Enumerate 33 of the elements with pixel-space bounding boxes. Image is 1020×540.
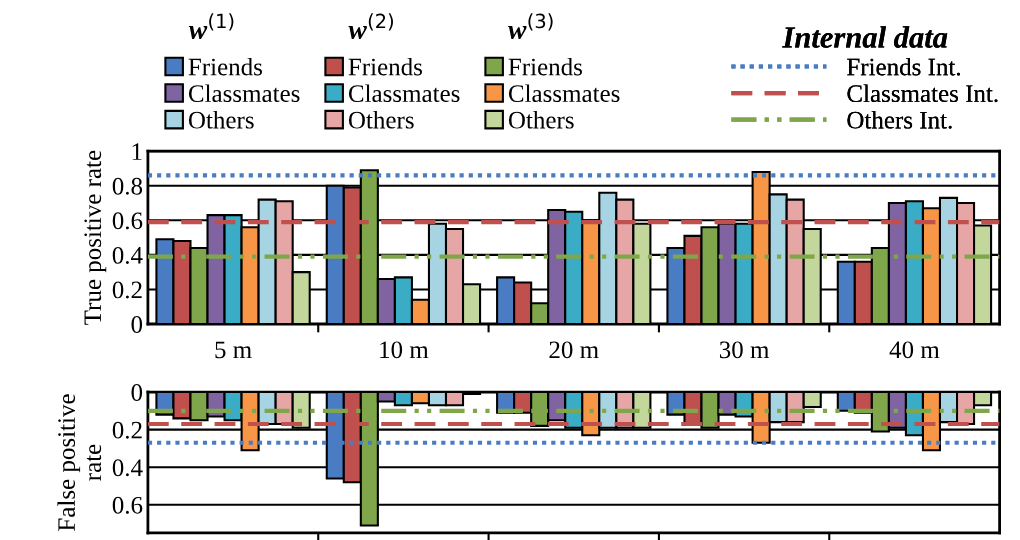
x-tick-label: 40 m — [889, 341, 940, 359]
y-tick-label: 0 — [131, 384, 143, 401]
legend-label: Friends — [508, 57, 582, 76]
legend-label: Others Int. — [847, 111, 952, 129]
x-tick-label: 5 m — [215, 341, 252, 359]
y-tick-label: 0.6 — [112, 496, 143, 514]
y-tick-label: 0.8 — [112, 177, 143, 195]
legend-title: Internal data — [782, 26, 948, 48]
y-tick-label: 0 — [131, 316, 143, 333]
y-tick-label: 0.2 — [112, 281, 142, 299]
legend-label: Others — [508, 111, 574, 129]
y-tick-label: 0.6 — [112, 212, 143, 230]
legend-label: Friends — [188, 57, 262, 76]
legend-label: Classmates — [508, 84, 620, 103]
legend-label: Classmates — [188, 84, 300, 103]
legend-label: Classmates — [348, 84, 460, 103]
y-tick-label: 0.4 — [112, 246, 143, 264]
y-axis-title: True positive rate — [84, 150, 107, 325]
x-tick-label: 10 m — [380, 341, 429, 359]
legend-label: Others — [348, 111, 414, 129]
y-axis-title: False positive rate — [57, 394, 102, 531]
y-tick-label: 1 — [132, 143, 142, 160]
text: w$^{(1)}$ — [188, 13, 234, 39]
legend-label: Others — [188, 111, 254, 129]
legend-label: Friends Int. — [847, 57, 960, 76]
text: w$^{(2)}$ — [348, 13, 393, 39]
x-tick-label: 20 m — [549, 341, 599, 359]
y-tick-label: 0.4 — [112, 459, 143, 477]
y-tick-label: 0.2 — [112, 421, 142, 439]
legend-label: Classmates Int. — [847, 84, 998, 103]
text: w$^{(3)}$ — [507, 13, 553, 39]
x-tick-label: 30 m — [719, 341, 770, 359]
legend-label: Friends — [348, 57, 422, 76]
